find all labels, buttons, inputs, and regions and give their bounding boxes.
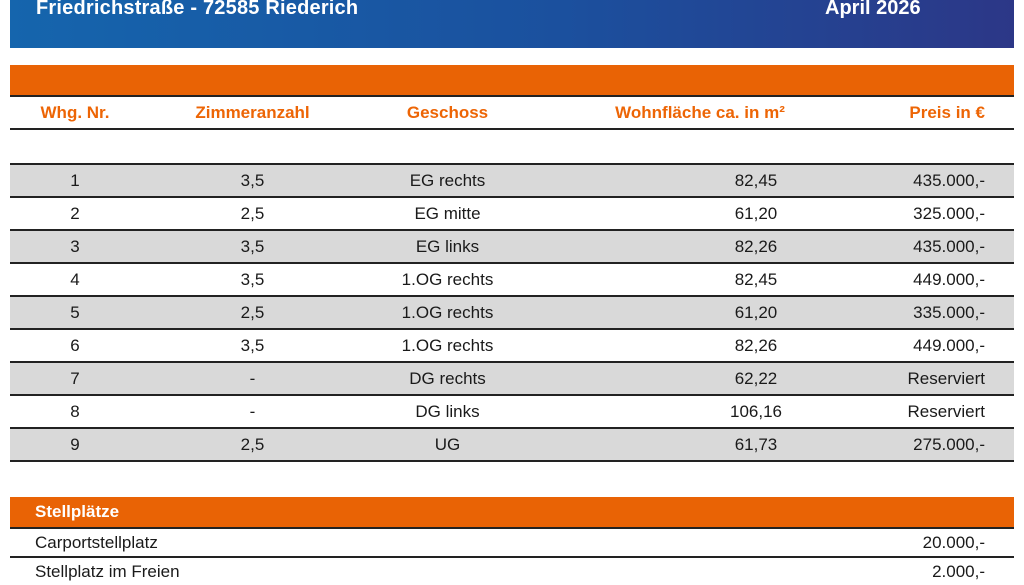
parking-row: Carportstellplatz 20.000,- (10, 529, 1014, 556)
table-row: 1 3,5 EG rechts 82,45 435.000,- (10, 165, 1014, 198)
spacer (10, 130, 1014, 163)
table-row: 8 - DG links 106,16 Reserviert (10, 396, 1014, 429)
cell-preis: Reserviert (907, 401, 985, 421)
cell-wohnflaeche: 82,26 (734, 335, 778, 355)
cell-wohnflaeche: 82,45 (734, 170, 778, 190)
table-row: 9 2,5 UG 61,73 275.000,- (10, 429, 1014, 462)
spacer (10, 462, 1014, 497)
cell-whg-nr: 5 (70, 302, 80, 322)
document-header: Friedrichstraße - 72585 Riederich April … (10, 0, 1014, 48)
parking-row: Stellplatz im Freien 2.000,- (10, 558, 1014, 585)
cell-geschoss: DG rechts (409, 368, 486, 388)
cell-preis: 325.000,- (913, 203, 985, 223)
cell-geschoss: EG rechts (409, 170, 486, 190)
cell-zimmeranzahl: 3,5 (240, 236, 265, 256)
column-header-whg-nr: Whg. Nr. (40, 102, 110, 122)
table-row: 2 2,5 EG mitte 61,20 325.000,- (10, 198, 1014, 231)
cell-whg-nr: 7 (70, 368, 80, 388)
column-header-row: Whg. Nr. Zimmeranzahl Geschoss Wohnfläch… (10, 97, 1014, 128)
cell-preis: 449.000,- (913, 269, 985, 289)
parking-label: Stellplatz im Freien (35, 561, 180, 581)
cell-zimmeranzahl: - (249, 401, 256, 421)
rule-line (10, 95, 1014, 97)
property-address-title: Friedrichstraße - 72585 Riederich (36, 0, 359, 19)
rule-line (10, 556, 1014, 558)
column-header-preis: Preis in € (909, 102, 985, 122)
price-list-date: April 2026 (825, 0, 921, 19)
apartments-table: 1 3,5 EG rechts 82,45 435.000,- 2 2,5 EG… (10, 163, 1014, 462)
cell-zimmeranzahl: 2,5 (240, 434, 265, 454)
cell-preis: 435.000,- (913, 170, 985, 190)
cell-geschoss: 1.OG rechts (401, 269, 494, 289)
cell-geschoss: 1.OG rechts (401, 302, 494, 322)
table-row: 5 2,5 1.OG rechts 61,20 335.000,- (10, 297, 1014, 330)
cell-wohnflaeche: 61,20 (734, 203, 778, 223)
cell-whg-nr: 1 (70, 170, 80, 190)
rule-line (10, 128, 1014, 130)
cell-whg-nr: 8 (70, 401, 80, 421)
cell-wohnflaeche: 106,16 (730, 401, 782, 421)
parking-price: 20.000,- (922, 532, 985, 552)
cell-wohnflaeche: 82,26 (734, 236, 778, 256)
cell-whg-nr: 2 (70, 203, 80, 223)
cell-preis: 435.000,- (913, 236, 985, 256)
cell-geschoss: DG links (415, 401, 480, 421)
column-header-geschoss: Geschoss (406, 102, 489, 122)
table-row: 6 3,5 1.OG rechts 82,26 449.000,- (10, 330, 1014, 363)
orange-divider-bar (10, 65, 1014, 95)
cell-geschoss: 1.OG rechts (401, 335, 494, 355)
cell-whg-nr: 4 (70, 269, 80, 289)
cell-preis: Reserviert (907, 368, 985, 388)
parking-section-title: Stellplätze (35, 502, 120, 521)
cell-whg-nr: 3 (70, 236, 80, 256)
table-row: 4 3,5 1.OG rechts 82,45 449.000,- (10, 264, 1014, 297)
price-list-page: Friedrichstraße - 72585 Riederich April … (10, 0, 1014, 585)
cell-zimmeranzahl: 2,5 (240, 302, 265, 322)
table-row: 7 - DG rechts 62,22 Reserviert (10, 363, 1014, 396)
cell-whg-nr: 9 (70, 434, 80, 454)
cell-geschoss: EG links (415, 236, 480, 256)
cell-wohnflaeche: 61,20 (734, 302, 778, 322)
cell-zimmeranzahl: 3,5 (240, 170, 265, 190)
column-header-zimmeranzahl: Zimmeranzahl (195, 102, 310, 122)
table-row: 3 3,5 EG links 82,26 435.000,- (10, 231, 1014, 264)
column-header-wohnflaeche: Wohnfläche ca. in m² (615, 102, 785, 122)
cell-zimmeranzahl: - (249, 368, 256, 388)
parking-section: Stellplätze Carportstellplatz 20.000,- S… (10, 497, 1014, 585)
spacer (10, 48, 1014, 65)
cell-whg-nr: 6 (70, 335, 80, 355)
cell-preis: 275.000,- (913, 434, 985, 454)
cell-wohnflaeche: 61,73 (734, 434, 778, 454)
cell-zimmeranzahl: 3,5 (240, 269, 265, 289)
cell-zimmeranzahl: 3,5 (240, 335, 265, 355)
cell-wohnflaeche: 82,45 (734, 269, 778, 289)
cell-wohnflaeche: 62,22 (734, 368, 778, 388)
cell-geschoss: EG mitte (414, 203, 481, 223)
cell-zimmeranzahl: 2,5 (240, 203, 265, 223)
rule-line (10, 527, 1014, 529)
parking-price: 2.000,- (932, 561, 985, 581)
cell-geschoss: UG (434, 434, 461, 454)
parking-label: Carportstellplatz (35, 532, 158, 552)
cell-preis: 449.000,- (913, 335, 985, 355)
parking-section-header: Stellplätze (10, 497, 1014, 527)
cell-preis: 335.000,- (913, 302, 985, 322)
